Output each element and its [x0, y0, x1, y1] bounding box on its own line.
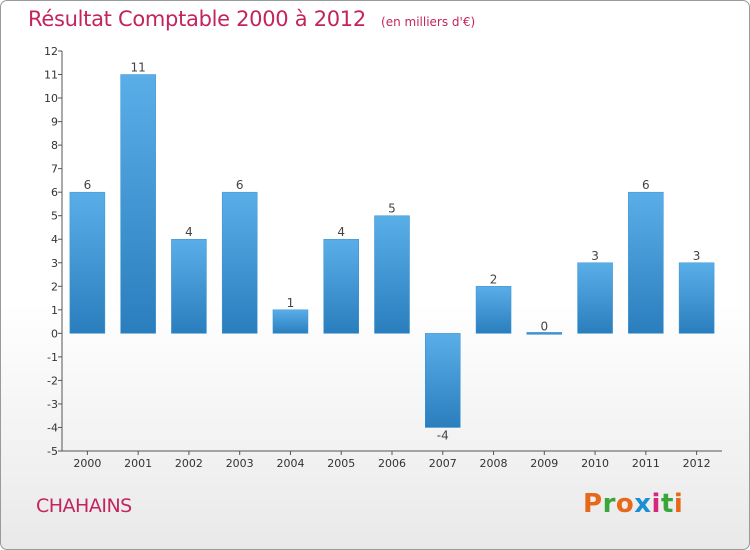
x-tick-label: 2005	[327, 457, 355, 470]
data-label: 1	[287, 296, 295, 310]
data-label: 3	[591, 249, 599, 263]
x-tick-label: 2007	[429, 457, 457, 470]
data-label: 6	[642, 178, 650, 192]
data-label: 11	[131, 61, 146, 75]
bar	[374, 215, 410, 334]
data-label: 6	[84, 178, 92, 192]
proxiti-logo: Proxiti	[583, 489, 683, 519]
bar	[69, 191, 106, 334]
bar	[425, 333, 461, 428]
bar	[171, 238, 207, 334]
bar	[221, 191, 258, 334]
data-label: 3	[693, 249, 701, 263]
x-tick-label: 2008	[480, 457, 508, 470]
y-tick-label: 0	[51, 327, 58, 340]
logo-letter: o	[615, 489, 635, 519]
data-label: -4	[437, 428, 449, 442]
x-tick-label: 2012	[683, 457, 711, 470]
logo-letter: t	[660, 489, 674, 519]
x-tick-label: 2001	[124, 457, 152, 470]
y-tick-label: -4	[47, 421, 58, 434]
commune-name: CHAHAINS	[36, 495, 132, 517]
logo-letter: P	[583, 489, 603, 519]
x-tick-label: 2010	[581, 457, 609, 470]
y-tick-label: 3	[51, 257, 58, 270]
x-tick-label: 2009	[530, 457, 558, 470]
y-tick-label: 8	[51, 139, 58, 152]
logo-letter: x	[634, 489, 652, 519]
y-tick-label: 5	[51, 210, 58, 223]
chart-title: Résultat Comptable 2000 à 2012 (en milli…	[28, 7, 475, 31]
data-label: 0	[540, 319, 548, 333]
y-tick-label: 4	[51, 233, 58, 246]
bar	[475, 286, 512, 334]
y-tick-label: 11	[44, 69, 58, 82]
x-tick-label: 2003	[226, 457, 254, 470]
bar	[628, 191, 664, 334]
y-tick-label: -3	[47, 398, 58, 411]
y-tick-label: 10	[44, 92, 58, 105]
y-tick-label: -1	[47, 351, 58, 364]
y-tick-label: 2	[51, 280, 58, 293]
data-label: 4	[337, 225, 345, 239]
bar	[526, 332, 563, 335]
x-tick-label: 2002	[175, 457, 203, 470]
bar	[272, 309, 309, 334]
chart-title-text: Résultat Comptable 2000 à 2012	[28, 7, 366, 31]
y-tick-label: 6	[51, 186, 58, 199]
bar	[678, 262, 715, 334]
y-tick-label: 12	[44, 45, 58, 58]
data-label: 5	[388, 202, 396, 216]
y-tick-label: 1	[51, 304, 58, 317]
x-tick-label: 2004	[276, 457, 304, 470]
logo-letter: i	[673, 489, 684, 519]
y-tick-label: -5	[47, 445, 58, 458]
bar	[120, 74, 156, 334]
logo-letter: r	[602, 489, 616, 519]
bar	[323, 238, 359, 334]
data-label: 4	[185, 225, 193, 239]
x-tick-label: 2006	[378, 457, 406, 470]
chart-unit: (en milliers d'€)	[381, 15, 476, 29]
x-tick-label: 2000	[73, 457, 101, 470]
x-tick-label: 2011	[632, 457, 660, 470]
y-tick-label: -2	[47, 374, 58, 387]
data-label: 2	[490, 272, 498, 286]
bar	[577, 262, 613, 334]
y-tick-label: 9	[51, 116, 58, 129]
y-tick-label: 7	[51, 163, 58, 176]
logo-letter: i	[651, 489, 661, 519]
data-label: 6	[236, 178, 244, 192]
